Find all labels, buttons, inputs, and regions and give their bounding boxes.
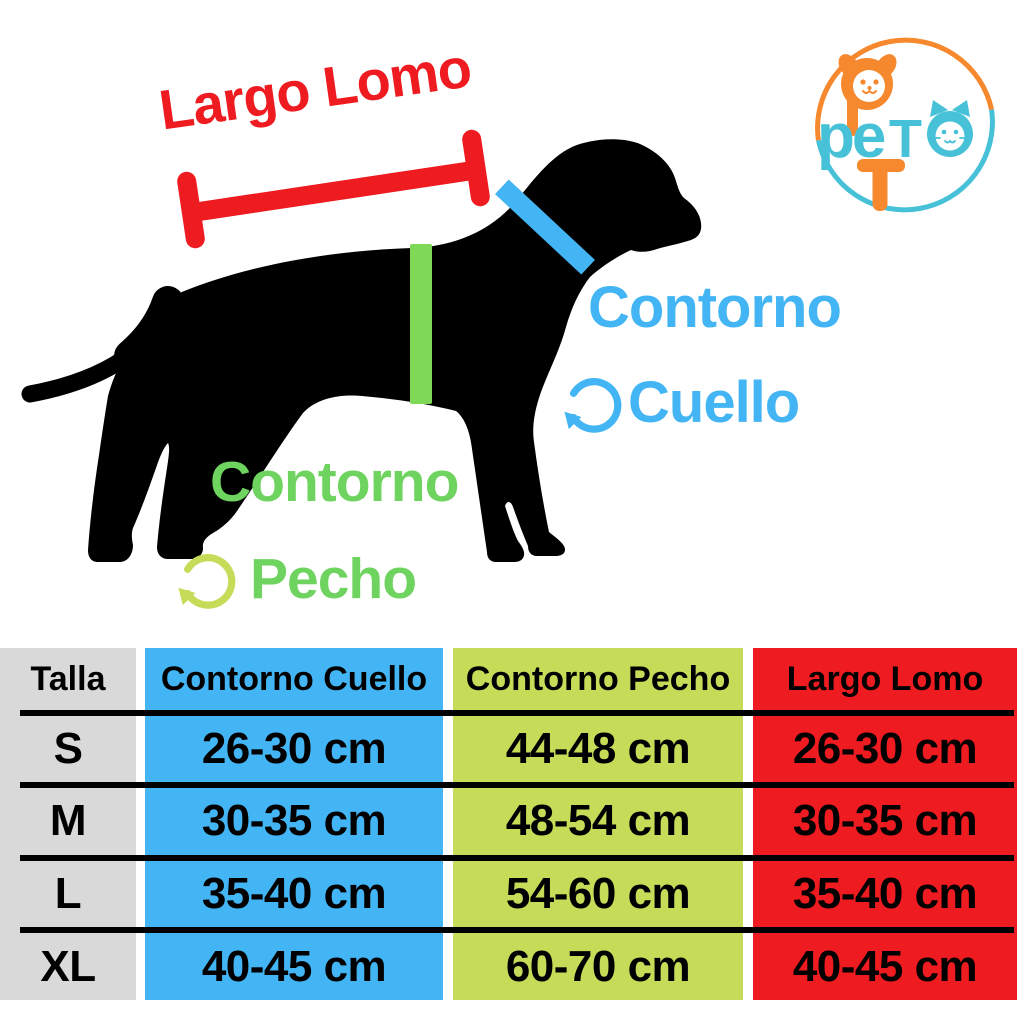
row-l-lomo: 35-40 cm	[792, 869, 978, 918]
header-cuello: Contorno Cuello	[160, 659, 428, 698]
dog-face-icon	[838, 54, 897, 136]
row-xl-size: XL	[40, 941, 96, 991]
row-s-size: S	[53, 724, 83, 773]
girth-rotation-icon-green	[178, 554, 236, 609]
neck-label-line1: Contorno	[588, 275, 842, 340]
chest-label-line1: Contorno	[210, 450, 459, 514]
chest-label-line2: Pecho	[250, 546, 417, 611]
row-m-cuello: 30-35 cm	[201, 796, 387, 845]
row-m-lomo: 30-35 cm	[792, 796, 978, 845]
column-pecho	[453, 648, 743, 1000]
column-lomo	[753, 648, 1017, 1000]
table-rule	[20, 855, 1014, 861]
size-table: Talla Contorno Cuello Contorno Pecho Lar…	[0, 648, 1020, 1000]
logo-letter-t-bottom-shape	[857, 159, 905, 211]
dog-silhouette	[88, 139, 702, 562]
row-xl-lomo: 40-45 cm	[792, 941, 978, 991]
table-rule	[20, 710, 1014, 716]
row-s-pecho: 44-48 cm	[505, 724, 691, 773]
neck-label-line2: Cuello	[628, 370, 800, 436]
row-l-cuello: 35-40 cm	[201, 869, 387, 918]
table-rule	[20, 927, 1014, 933]
row-l-size: L	[54, 869, 82, 918]
row-xl-cuello: 40-45 cm	[201, 941, 387, 991]
chest-girth-label: Contorno Pecho	[176, 446, 459, 612]
pet-brand-logo: pe T	[815, 37, 995, 213]
column-talla	[0, 648, 136, 1000]
table-rule	[20, 782, 1014, 788]
girth-rotation-icon-blue	[564, 378, 622, 433]
row-m-size: M	[49, 796, 87, 845]
measure-bracket	[177, 129, 490, 249]
row-s-lomo: 26-30 cm	[792, 724, 978, 773]
row-m-pecho: 48-54 cm	[505, 796, 691, 845]
row-l-pecho: 54-60 cm	[505, 869, 691, 918]
header-pecho: Contorno Pecho	[465, 659, 731, 698]
collar-band	[495, 179, 595, 275]
column-cuello	[145, 648, 443, 1000]
header-lomo: Largo Lomo	[786, 659, 984, 698]
cat-face-icon	[927, 100, 973, 157]
row-xl-pecho: 60-70 cm	[505, 941, 691, 991]
row-s-cuello: 26-30 cm	[201, 724, 387, 773]
neck-girth-label: Contorno Cuello	[562, 272, 842, 436]
chest-band	[410, 244, 432, 404]
header-talla: Talla	[30, 659, 106, 698]
